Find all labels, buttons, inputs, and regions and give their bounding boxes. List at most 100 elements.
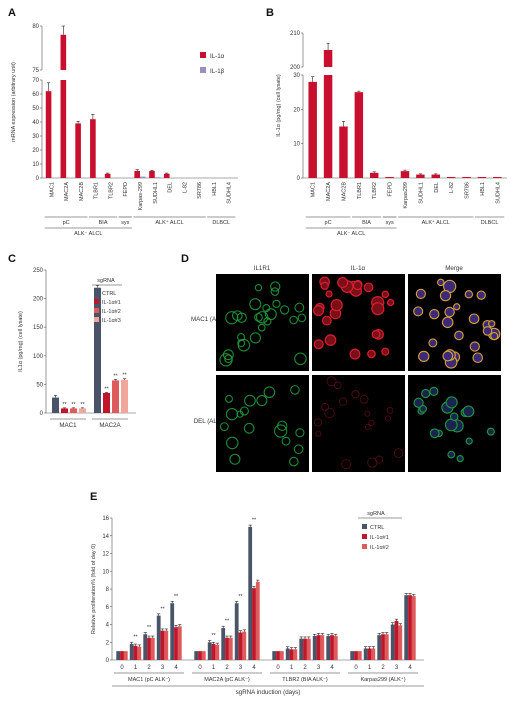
- cell-il1a: [367, 457, 378, 468]
- cell-merge: [447, 450, 456, 459]
- cell-il1a: [341, 459, 351, 469]
- legend-label: CTRL: [370, 525, 384, 531]
- cell-merge: [465, 437, 473, 445]
- bar: [255, 581, 260, 660]
- x-tick-label: MAC1: [49, 182, 55, 197]
- cell-merge: [454, 330, 464, 341]
- bar: [308, 81, 317, 178]
- cell-il1r1: [294, 302, 305, 313]
- cell-merge: [421, 388, 431, 399]
- group-label: pC: [63, 220, 70, 226]
- cell-il1r1: [290, 385, 300, 395]
- y-tick-label: 10: [293, 142, 300, 148]
- panel-b-chart: 0 10 20 30 200 210 IL-1α (pg/mg) (cell lysate)…: [276, 31, 507, 237]
- cell-il1a: [334, 381, 342, 390]
- bar: [156, 615, 161, 660]
- cell-merge: [441, 316, 454, 329]
- x-day-label: 1: [290, 665, 294, 671]
- x-day-label: 2: [381, 665, 385, 671]
- group-label: DLBCL: [212, 220, 230, 226]
- cell-merge: [476, 290, 486, 300]
- y-axis-label: IL-1α (pg/mg) (cell lysate): [276, 74, 282, 137]
- bar: [242, 631, 247, 660]
- bar: [493, 176, 502, 178]
- x-day-label: 4: [408, 665, 412, 671]
- x-tick-label: FEPD: [388, 182, 394, 197]
- legend-swatch-il1b: [200, 67, 206, 73]
- cell-il1r1: [270, 287, 280, 296]
- bar: [316, 635, 321, 660]
- cell-il1r1: [249, 298, 262, 311]
- group-label: ALK⁺ ALCL: [155, 219, 183, 226]
- x-day-label: 0: [276, 665, 280, 671]
- cell-il1r1: [239, 406, 249, 416]
- legend-swatch: [362, 524, 367, 529]
- x-day-label: 4: [252, 665, 256, 671]
- y-tick-label: 50: [32, 106, 39, 112]
- cell-il1r1: [249, 332, 262, 344]
- legend-label: IL-1α#2: [102, 309, 121, 315]
- cell-il1a: [363, 282, 374, 293]
- x-tick-label: SUDHL4: [495, 182, 501, 204]
- x-tick-label: SUDHL1: [418, 182, 424, 204]
- bar: [248, 526, 253, 660]
- x-day-label: 1: [212, 665, 216, 671]
- panel-c-chart: 0 50 100 150 200 250 IL1α (pg/mg) (cell lysate…: [18, 268, 136, 429]
- x-tick-label: SR786: [465, 182, 471, 199]
- cell-il1r1: [297, 313, 307, 323]
- x-axis-label: sgRNA induction (days): [236, 689, 301, 696]
- cell-il1a: [313, 305, 325, 317]
- bar: [431, 174, 440, 178]
- y-tick-label: 30: [32, 134, 39, 140]
- cell-il1a: [324, 334, 337, 346]
- bar: [170, 603, 175, 660]
- bar: [350, 651, 355, 660]
- legend-label: IL-1α#2: [370, 545, 389, 551]
- cell-il1r1: [281, 436, 291, 446]
- y-tick-label: 0: [297, 176, 301, 182]
- legend-swatch: [94, 299, 99, 304]
- bar: [293, 649, 298, 660]
- bar: [60, 34, 67, 70]
- significance-mark: **: [133, 635, 138, 641]
- panel-a-letter: A: [8, 7, 16, 19]
- x-day-label: 2: [225, 665, 229, 671]
- x-day-label: 0: [354, 665, 358, 671]
- x-day-label: 1: [134, 665, 138, 671]
- cell-il1r1: [232, 310, 243, 321]
- bar: [52, 397, 59, 413]
- cell-merge: [429, 308, 440, 320]
- group-label: DLBCL: [481, 220, 499, 226]
- cell-merge: [439, 289, 452, 302]
- y-tick-label: 12: [102, 552, 109, 558]
- cell-il1r1: [243, 422, 255, 434]
- bar: [160, 630, 165, 660]
- y-tick-label: 30: [293, 73, 300, 79]
- x-tick-label: HBL1: [212, 182, 218, 196]
- panel-a-chart: 0 10 20 30 40 50 60 70 75 80 mRNA expression (arbi…: [11, 24, 238, 237]
- y-tick-label: 4: [106, 623, 110, 629]
- significance-mark: **: [211, 633, 216, 639]
- bar: [323, 75, 333, 178]
- bar: [238, 632, 243, 660]
- legend-label: IL-1α#1: [102, 300, 121, 306]
- x-tick-label: TLBR1: [94, 182, 100, 199]
- x-tick-label: L-82: [449, 182, 455, 193]
- cell-il1a: [320, 281, 329, 291]
- y-tick-label: 100: [33, 354, 44, 360]
- y-tick-label: 250: [33, 268, 44, 274]
- x-tick-label: DEL: [168, 182, 174, 193]
- group-label: ALK⁺ ALCL: [422, 219, 450, 226]
- bar: [323, 50, 333, 67]
- cell-merge: [469, 341, 480, 352]
- y-tick-label: 80: [32, 24, 39, 30]
- bar: [390, 624, 395, 660]
- bar: [147, 637, 151, 660]
- micro-col-title-2: IL-1α: [351, 265, 366, 272]
- cell-il1r1: [255, 311, 269, 324]
- bar: [116, 651, 121, 660]
- bar: [354, 651, 358, 660]
- y-axis-label: IL1α (pg/mg) (cell lysate): [18, 311, 24, 372]
- cell-merge: [472, 352, 484, 364]
